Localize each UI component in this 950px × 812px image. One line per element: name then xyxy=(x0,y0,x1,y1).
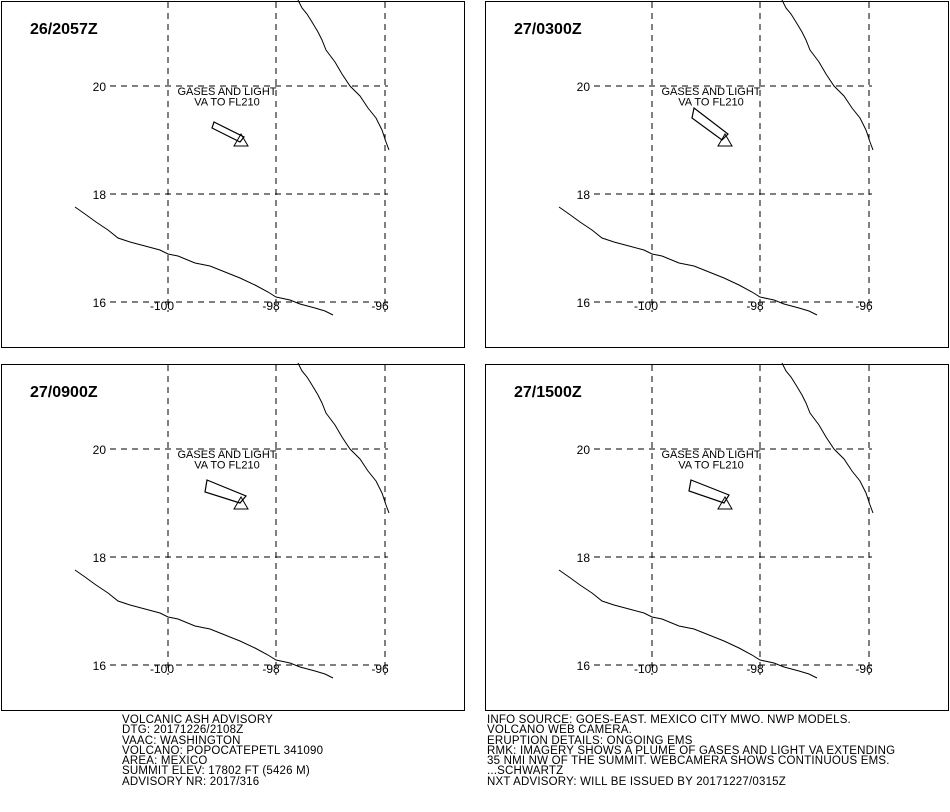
lat-label: 16 xyxy=(93,296,107,310)
lon-label: -100 xyxy=(634,662,658,676)
lat-label: 18 xyxy=(93,188,107,202)
advisory-line: VOLCANIC ASH ADVISORY xyxy=(122,714,273,726)
panel-frame xyxy=(1,1,465,348)
map-panel: 20 18 16 -100 -98 -96 27/1500Z GASES AND LIGHTV… xyxy=(485,362,949,711)
lat-label: 18 xyxy=(577,551,591,565)
ash-plume xyxy=(688,479,730,504)
lat-label: 20 xyxy=(577,80,591,94)
valid-time: 26/2057Z xyxy=(30,21,98,38)
map-panel: 20 18 16 -100 -98 -96 27/0900Z GASES AND LIGHTV… xyxy=(1,362,465,711)
advisory-right: INFO SOURCE: GOES-EAST. MEXICO CITY MWO.… xyxy=(487,714,896,788)
lon-label: -98 xyxy=(746,299,764,313)
lon-label: -98 xyxy=(262,662,280,676)
advisory-line: INFO SOURCE: GOES-EAST. MEXICO CITY MWO.… xyxy=(487,714,851,726)
coastline xyxy=(781,362,874,514)
volcano xyxy=(717,133,733,147)
annotation: GASES AND LIGHT xyxy=(177,449,276,461)
map-panel: 20 18 16 -100 -98 -96 26/2057Z GASES AND LIGHTV… xyxy=(1,0,465,348)
panel-frame xyxy=(1,364,465,711)
annotation: VA TO FL210 xyxy=(678,460,743,472)
advisory-line: NXT ADVISORY: WILL BE ISSUED BY 20171227… xyxy=(487,775,786,788)
volcano xyxy=(717,496,733,510)
coastline xyxy=(74,569,334,679)
advisory-left: VOLCANIC ASH ADVISORY DTG: 20171226/2108Z… xyxy=(122,714,324,788)
lon-label: -96 xyxy=(855,299,873,313)
coastline xyxy=(781,0,874,151)
lon-label: -98 xyxy=(262,299,280,313)
coastline xyxy=(297,0,390,151)
annotation: GASES AND LIGHT xyxy=(661,449,760,461)
lon-label: -96 xyxy=(371,662,389,676)
annotation: VA TO FL210 xyxy=(678,97,743,109)
map-panel: 20 18 16 -100 -98 -96 27/0300Z GASES AND LIGHTV… xyxy=(485,0,949,348)
panel-frame xyxy=(485,364,949,711)
annotation: GASES AND LIGHT xyxy=(177,86,276,98)
ash-plume xyxy=(211,121,245,143)
coastline xyxy=(558,206,818,316)
lat-label: 20 xyxy=(93,443,107,457)
lon-label: -100 xyxy=(150,299,174,313)
ash-plume xyxy=(691,106,729,141)
lon-label: -98 xyxy=(746,662,764,676)
annotation: VA TO FL210 xyxy=(194,97,259,109)
lat-label: 16 xyxy=(93,659,107,673)
advisory-line: DTG: 20171226/2108Z xyxy=(122,724,244,737)
coastline xyxy=(558,569,818,679)
lon-label: -96 xyxy=(855,662,873,676)
lat-label: 16 xyxy=(577,296,591,310)
advisory-line: ERUPTION DETAILS: ONGOING EMS xyxy=(487,734,693,747)
lat-label: 18 xyxy=(577,188,591,202)
lon-label: -100 xyxy=(150,662,174,676)
valid-time: 27/0300Z xyxy=(514,21,582,38)
coastline xyxy=(297,362,390,514)
lon-label: -96 xyxy=(371,299,389,313)
panel-frame xyxy=(485,1,949,348)
annotation: VA TO FL210 xyxy=(194,460,259,472)
lat-label: 20 xyxy=(577,443,591,457)
lon-label: -100 xyxy=(634,299,658,313)
annotation: GASES AND LIGHT xyxy=(661,86,760,98)
advisory-line: AREA: MEXICO xyxy=(122,755,208,768)
advisory-line: VOLCANO: POPOCATEPETL 341090 xyxy=(122,744,324,757)
coastline xyxy=(74,206,334,316)
advisory-line: ADVISORY NR: 2017/316 xyxy=(122,775,260,788)
valid-time: 27/1500Z xyxy=(514,384,582,401)
lat-label: 18 xyxy=(93,551,107,565)
advisory-line: SUMMIT ELEV: 17802 FT (5426 M) xyxy=(122,765,310,778)
volcano xyxy=(233,496,249,510)
advisory-line: ...SCHWARTZ xyxy=(487,765,564,778)
ash-plume xyxy=(204,479,247,504)
lat-label: 20 xyxy=(93,80,107,94)
valid-time: 27/0900Z xyxy=(30,384,98,401)
advisory-line: 35 NMI NW OF THE SUMMIT. WEBCAMERA SHOWS… xyxy=(487,755,890,768)
lat-label: 16 xyxy=(577,659,591,673)
advisory-line: RMK: IMAGERY SHOWS A PLUME OF GASES AND … xyxy=(487,744,896,757)
advisory-line: VAAC: WASHINGTON xyxy=(122,734,241,747)
advisory-line: VOLCANO WEB CAMERA. xyxy=(487,724,633,737)
